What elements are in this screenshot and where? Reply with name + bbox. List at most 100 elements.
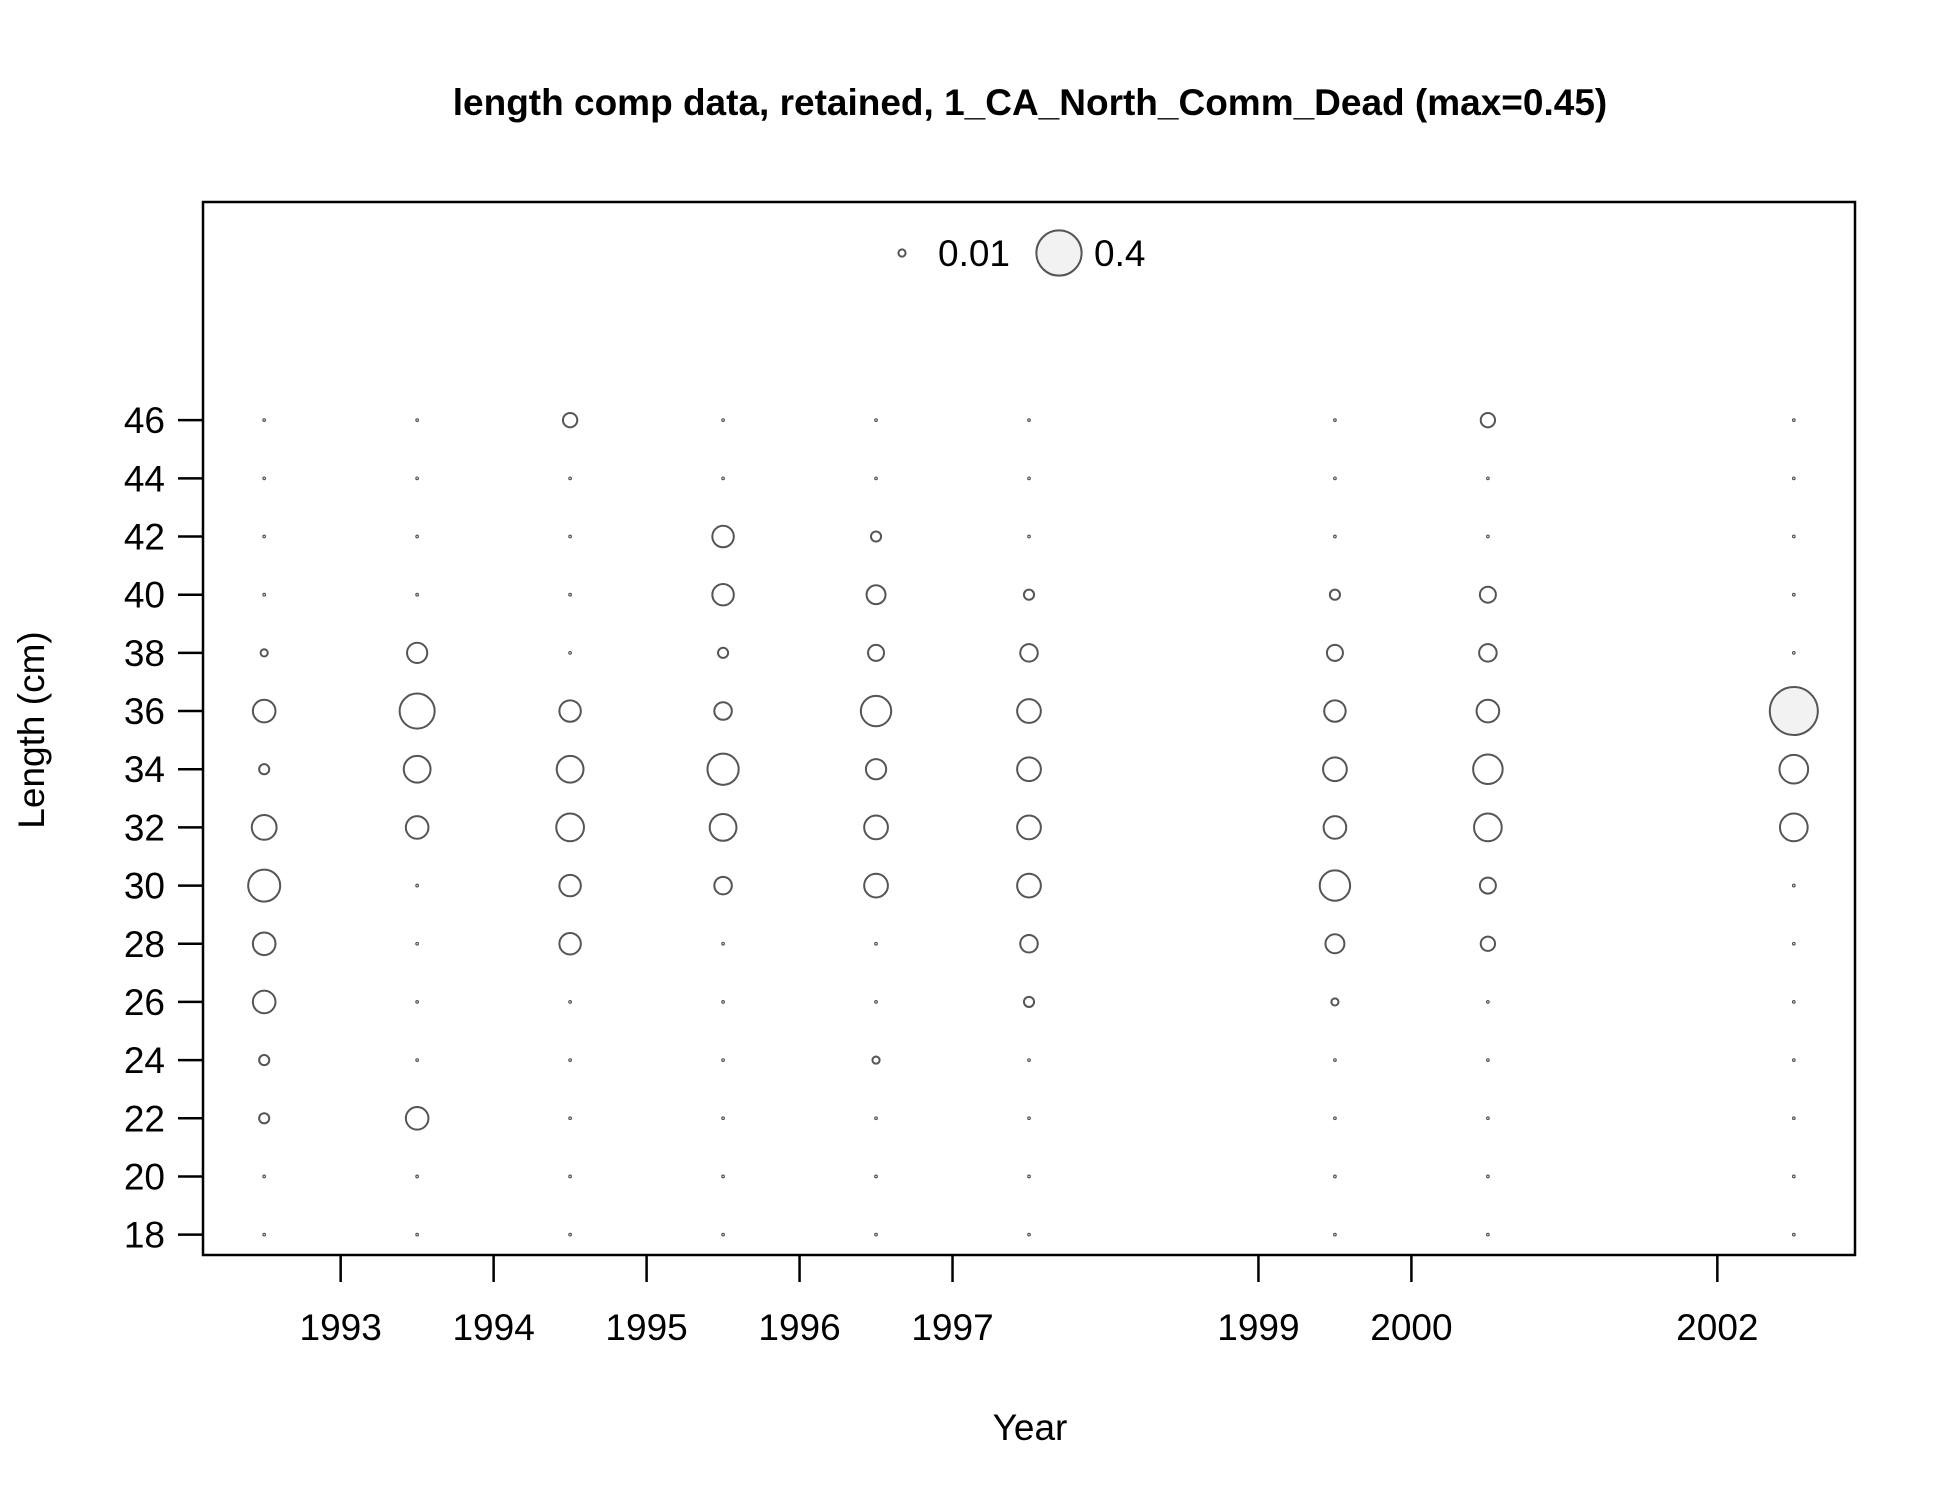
y-tick-label: 24 [124, 1040, 165, 1081]
bubble [874, 1116, 878, 1121]
bubble [1022, 995, 1036, 1008]
bubble [1333, 1116, 1337, 1121]
bubble [869, 530, 883, 543]
bubble [568, 1174, 573, 1179]
bubble [867, 643, 886, 662]
bubble [1791, 650, 1796, 655]
bubble [1472, 753, 1504, 785]
bubble [415, 476, 420, 481]
bubble [415, 592, 420, 597]
bubble [262, 1232, 267, 1237]
y-tick-label: 42 [124, 517, 165, 558]
bubble [262, 418, 267, 423]
bubble [415, 1000, 420, 1004]
bubble [568, 534, 573, 539]
bubble [262, 534, 267, 539]
bubble [1027, 1058, 1031, 1063]
bubble [874, 941, 878, 946]
bubble [1791, 1174, 1796, 1179]
bubble [711, 524, 735, 549]
bubble [1478, 876, 1497, 895]
bubble [713, 701, 733, 721]
bubble [568, 1000, 573, 1004]
bubble [568, 1058, 573, 1063]
bubble [874, 1000, 878, 1004]
bubble [247, 868, 282, 903]
y-tick-label: 44 [124, 458, 165, 499]
bubble [721, 1116, 725, 1121]
bubble [1478, 585, 1497, 604]
y-tick-label: 22 [124, 1098, 165, 1139]
bubble [1019, 933, 1039, 954]
bubble [1325, 643, 1344, 662]
chart-title: length comp data, retained, 1_CA_North_C… [453, 82, 1608, 123]
bubble [1479, 935, 1497, 952]
bubble [398, 692, 436, 730]
bubble [1485, 1174, 1490, 1179]
bubble [404, 1105, 430, 1131]
bubble [555, 812, 585, 843]
bubble [874, 1174, 878, 1179]
bubble [250, 814, 278, 841]
bubble [874, 418, 878, 423]
bubble [1478, 643, 1498, 663]
bubble [1027, 534, 1031, 539]
bubble [1791, 1000, 1796, 1004]
bubble [721, 1000, 725, 1004]
bubble [415, 883, 420, 888]
bubble [864, 758, 888, 781]
x-tick-label: 1999 [1217, 1307, 1299, 1348]
y-tick-label: 32 [124, 807, 165, 848]
bubble [568, 592, 573, 597]
bubble [558, 932, 582, 956]
bubble [1791, 941, 1796, 946]
legend-label-large: 0.4 [1094, 233, 1145, 274]
bubble [1333, 1058, 1337, 1063]
bubble [1333, 476, 1337, 481]
bubble [713, 875, 733, 896]
bubble [415, 941, 420, 946]
bubble [1318, 869, 1352, 902]
bubble [1027, 476, 1031, 481]
bubble [262, 592, 267, 597]
y-tick-label: 28 [124, 924, 165, 965]
bubble [717, 646, 730, 659]
bubble [262, 476, 267, 481]
bubble [1333, 534, 1337, 539]
y-tick-label: 46 [124, 400, 165, 441]
x-tick-label: 1994 [452, 1307, 534, 1348]
bubble [1333, 418, 1337, 423]
x-axis: 1993 1994 1995 1996 1997 1999 2000 2002 [300, 1255, 1758, 1348]
bubble [1485, 1058, 1490, 1063]
x-tick-label: 2000 [1370, 1307, 1452, 1348]
bubble [1027, 1174, 1031, 1179]
bubble [258, 763, 271, 776]
bubble [1485, 1116, 1490, 1121]
bubble [865, 584, 887, 606]
bubble [1791, 1116, 1796, 1121]
bubble [415, 1174, 420, 1179]
bubble [415, 534, 420, 539]
bubble [1322, 756, 1348, 783]
bubble [1475, 698, 1501, 724]
bubble [871, 1055, 881, 1065]
bubble [1016, 698, 1042, 724]
y-axis-label: Length (cm) [11, 631, 52, 828]
bubble [1791, 476, 1796, 481]
y-tick-label: 34 [124, 749, 165, 790]
bubble [415, 1058, 420, 1063]
bubble [1791, 418, 1796, 423]
bubble [721, 476, 725, 481]
bubble [1485, 476, 1490, 481]
bubble [251, 989, 277, 1015]
legend: 0.01 0.4 [897, 229, 1145, 277]
bubble [1324, 933, 1346, 955]
bubble [1778, 812, 1809, 843]
bubble [721, 941, 725, 946]
legend-bubble-large [1035, 229, 1083, 277]
bubble [711, 582, 735, 607]
x-tick-label: 1997 [911, 1307, 993, 1348]
bubble [721, 1232, 725, 1237]
bubble [1485, 1232, 1490, 1237]
y-tick-label: 40 [124, 575, 165, 616]
